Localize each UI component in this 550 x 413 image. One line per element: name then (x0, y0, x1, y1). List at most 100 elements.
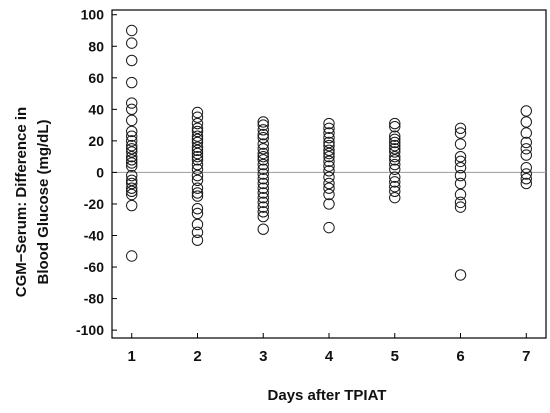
data-point (191, 133, 204, 146)
data-point (191, 226, 204, 239)
x-axis-label: Days after TPIAT (268, 387, 387, 404)
data-point (520, 168, 532, 180)
data-point (191, 182, 204, 194)
data-point (323, 155, 335, 168)
data-point (520, 136, 532, 149)
data-point (520, 105, 532, 117)
data-point (389, 158, 401, 171)
data-point (323, 188, 335, 201)
data-point (126, 199, 138, 212)
y-tick-label: 80 (88, 38, 104, 54)
data-point (257, 163, 269, 175)
data-point (126, 160, 138, 172)
data-point (389, 120, 401, 133)
data-point (454, 122, 467, 134)
y-tick-label: 100 (81, 7, 105, 23)
data-point (257, 124, 269, 136)
data-point (191, 202, 204, 215)
data-point (257, 158, 269, 171)
data-point (323, 221, 335, 234)
y-tick-label: 40 (88, 101, 104, 117)
data-point (126, 114, 138, 127)
data-point (126, 185, 138, 198)
y-tick-label: -100 (76, 322, 104, 338)
data-point (126, 76, 138, 89)
data-point (257, 168, 269, 180)
data-point (323, 139, 335, 152)
data-point (191, 158, 204, 171)
data-point (126, 169, 138, 182)
data-point (323, 171, 335, 183)
data-point (323, 132, 335, 144)
data-point (126, 24, 138, 37)
data-point (126, 177, 138, 190)
data-point (257, 182, 269, 194)
data-point (389, 146, 401, 158)
x-tick-label: 3 (259, 348, 267, 365)
data-point (389, 171, 401, 183)
data-point (257, 173, 269, 185)
data-point (323, 165, 335, 177)
y-tick-label: 0 (96, 164, 104, 180)
data-point (126, 143, 138, 155)
data-point (520, 143, 532, 155)
data-point (389, 185, 401, 198)
data-point (389, 154, 401, 166)
data-point (323, 150, 335, 163)
data-point (257, 154, 269, 166)
data-point (389, 139, 401, 152)
data-point (454, 155, 467, 168)
data-point (323, 136, 335, 149)
data-point (454, 196, 467, 209)
data-point (191, 174, 204, 187)
y-axis-label-line-1: CGM−Serum: Difference in (13, 107, 30, 297)
data-point (454, 201, 467, 213)
data-point (191, 106, 204, 119)
data-point (191, 169, 204, 182)
data-point (191, 154, 204, 166)
data-point (126, 97, 138, 109)
data-point (389, 163, 401, 175)
data-point (191, 125, 204, 138)
data-point (323, 147, 335, 160)
data-point (389, 180, 401, 193)
data-point (191, 117, 204, 130)
data-point (126, 182, 138, 194)
data-point (257, 147, 269, 160)
data-point (126, 103, 138, 116)
data-point (323, 182, 335, 194)
data-point (257, 116, 269, 128)
data-points (126, 24, 532, 281)
data-point (191, 234, 204, 246)
data-point (323, 160, 335, 172)
data-point (520, 116, 532, 128)
data-point (389, 133, 401, 146)
data-point (257, 210, 269, 223)
x-tick-label: 5 (391, 348, 399, 365)
data-point (257, 201, 269, 213)
data-point (191, 111, 204, 123)
data-point (191, 190, 204, 202)
data-point (126, 154, 138, 166)
x-tick-label: 2 (193, 348, 201, 365)
data-point (191, 122, 204, 134)
data-point (323, 198, 335, 210)
data-point (257, 119, 269, 131)
data-point (454, 188, 467, 201)
data-point (191, 207, 204, 220)
plot-frame (111, 9, 547, 339)
data-point (389, 117, 401, 130)
data-point (323, 117, 335, 130)
data-point (126, 139, 138, 152)
data-point (520, 149, 532, 161)
data-point (126, 54, 138, 67)
data-point (126, 146, 138, 158)
data-point (257, 206, 269, 218)
data-point (126, 37, 138, 49)
data-point (389, 176, 401, 188)
data-point (323, 122, 335, 134)
data-point (520, 173, 532, 185)
data-point (454, 161, 467, 174)
